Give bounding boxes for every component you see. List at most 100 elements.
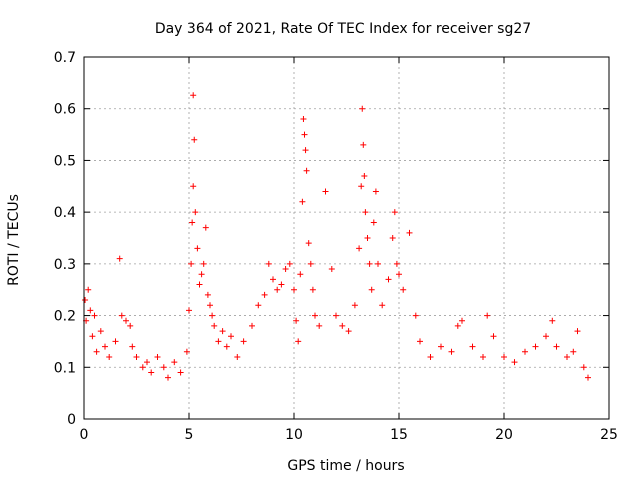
data-point (200, 260, 207, 267)
data-point (240, 338, 247, 345)
data-point (359, 105, 366, 112)
data-point (293, 317, 300, 324)
data-point (234, 353, 241, 360)
y-tick-label: 0 (67, 412, 76, 428)
data-point (165, 374, 171, 381)
data-point (396, 271, 402, 278)
data-point (194, 245, 201, 252)
data-point (358, 183, 365, 190)
data-point (393, 260, 400, 267)
data-point (448, 348, 455, 355)
data-point (133, 353, 140, 360)
x-tick-label: 25 (600, 427, 618, 443)
data-point (112, 338, 119, 345)
data-point (438, 343, 444, 350)
data-point (361, 172, 368, 179)
data-point (160, 364, 167, 371)
data-point (316, 322, 323, 329)
data-point (312, 312, 318, 319)
data-point (270, 276, 276, 283)
x-tick-label: 0 (80, 427, 89, 443)
data-point (543, 333, 549, 340)
y-tick-label: 0.3 (54, 257, 76, 273)
data-point (300, 116, 307, 123)
data-point (333, 312, 339, 319)
data-point (406, 229, 413, 236)
y-tick-label: 0.2 (54, 309, 76, 325)
data-point (93, 348, 100, 355)
data-point (228, 333, 234, 340)
data-points (82, 92, 591, 381)
data-point (302, 147, 309, 154)
data-point (360, 141, 367, 148)
data-point (307, 260, 314, 267)
data-point (480, 353, 486, 360)
data-point (123, 317, 129, 324)
data-point (564, 353, 570, 360)
x-tick-label: 20 (495, 427, 513, 443)
data-point (191, 136, 198, 143)
data-point (211, 322, 218, 329)
data-point (370, 219, 377, 226)
data-point (391, 209, 398, 216)
data-point (400, 286, 407, 293)
x-tick-label: 5 (185, 427, 194, 443)
data-point (295, 338, 302, 345)
data-point (362, 209, 369, 216)
data-point (118, 312, 125, 319)
data-point (116, 255, 123, 262)
data-point (375, 260, 381, 267)
data-point (351, 302, 358, 309)
data-point (186, 307, 192, 314)
data-point (265, 260, 272, 267)
data-point (202, 224, 209, 231)
data-point (532, 343, 539, 350)
data-point (274, 286, 281, 293)
data-point (364, 235, 371, 241)
data-point (301, 131, 308, 138)
data-point (154, 353, 161, 360)
data-point (511, 359, 518, 366)
data-point (144, 359, 150, 366)
data-point (366, 260, 373, 267)
data-point (129, 343, 136, 350)
data-point (501, 353, 507, 360)
data-point (249, 322, 255, 329)
data-point (190, 183, 197, 190)
data-point (89, 333, 96, 340)
data-point (417, 338, 423, 345)
data-point (189, 219, 196, 226)
data-point (85, 286, 92, 293)
axis-ticks: 0 5 10 15 20 25 0 0.1 0.2 0.3 0.4 0.5 0.6 0.7 (54, 50, 618, 443)
data-point (484, 312, 491, 319)
data-point (585, 374, 591, 381)
data-point (574, 328, 581, 335)
data-point (412, 312, 419, 319)
data-point (490, 333, 497, 340)
data-point (389, 235, 396, 241)
data-point (255, 302, 262, 309)
data-point (282, 266, 289, 273)
data-point (139, 364, 146, 371)
data-point (345, 328, 352, 335)
data-point (209, 312, 216, 319)
chart-title: Day 364 of 2021, Rate Of TEC Index for r… (155, 21, 531, 37)
data-point (215, 338, 222, 345)
data-point (291, 286, 297, 293)
data-point (356, 245, 363, 252)
data-point (286, 260, 293, 267)
x-axis-label: GPS time / hours (287, 458, 404, 474)
data-point (427, 353, 434, 360)
y-tick-label: 0.7 (54, 50, 76, 66)
data-point (469, 343, 476, 350)
data-point (171, 359, 178, 366)
y-tick-label: 0.1 (54, 360, 76, 376)
data-point (82, 297, 89, 304)
data-point (303, 167, 310, 174)
data-point (106, 353, 113, 360)
data-point (278, 281, 285, 288)
data-point (97, 328, 104, 335)
x-tick-label: 10 (285, 427, 303, 443)
